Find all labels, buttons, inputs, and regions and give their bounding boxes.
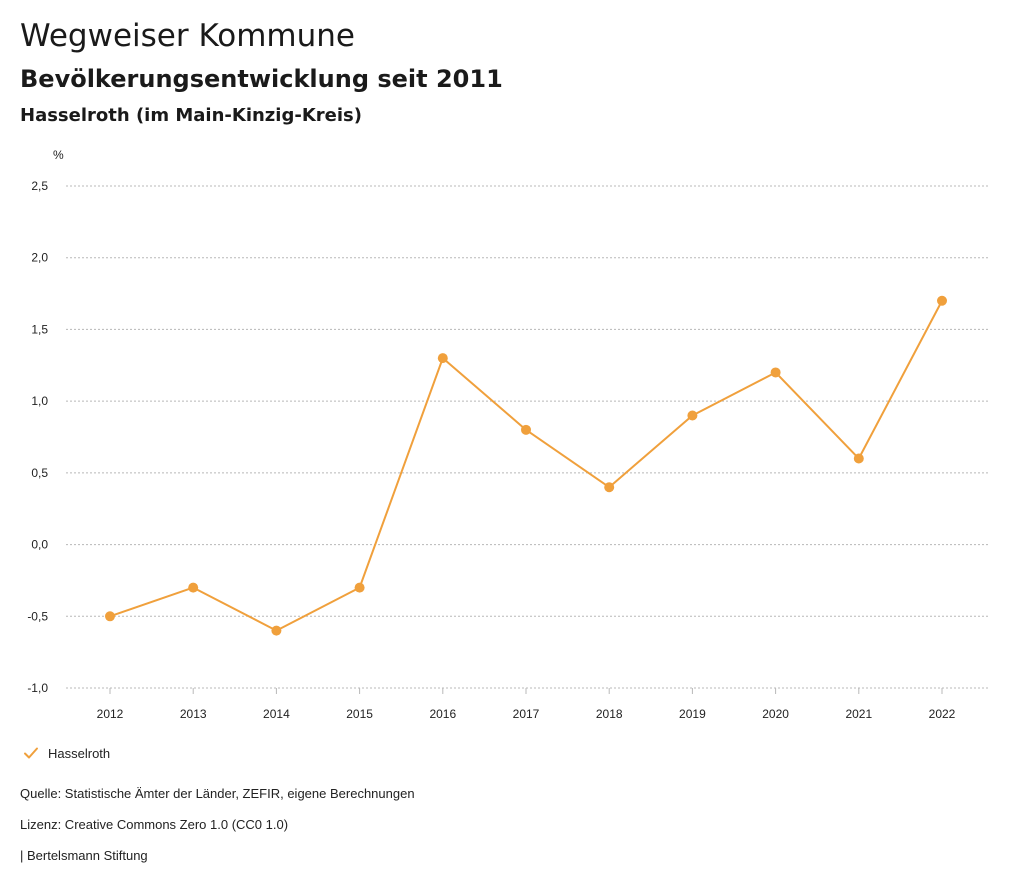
y-tick-label: -0,5: [27, 609, 48, 623]
y-tick-label: 1,0: [31, 394, 48, 408]
x-tick-label: 2012: [97, 707, 124, 721]
x-tick-label: 2022: [929, 707, 956, 721]
y-tick-label: 2,5: [31, 179, 48, 193]
data-point: [105, 611, 115, 622]
y-tick-label: 0,5: [31, 466, 48, 480]
y-tick-label: -1,0: [27, 681, 48, 695]
x-tick-label: 2019: [679, 707, 706, 721]
y-tick-label: 0,0: [31, 538, 48, 552]
x-tick-label: 2016: [429, 707, 456, 721]
x-tick-label: 2017: [513, 707, 540, 721]
legend-label: Hasselroth: [48, 745, 111, 761]
x-tick-label: 2014: [263, 707, 290, 721]
y-tick-label: 1,5: [31, 322, 48, 336]
data-point: [687, 410, 698, 421]
data-point: [604, 482, 615, 493]
chart-title: Wegweiser Kommune: [20, 18, 355, 54]
x-tick-label: 2018: [596, 707, 623, 721]
x-tick-label: 2020: [762, 707, 789, 721]
line-chart: % -1,0 -0,5 0,0 0,5 1,0 1,5 2,0 2,5 2012 2013 2014 2…: [27, 148, 990, 721]
publisher-note: | Bertelsmann Stiftung: [20, 848, 148, 863]
data-point: [354, 582, 365, 593]
legend-item-hasselroth[interactable]: Hasselroth: [22, 744, 110, 762]
x-tick-label: 2015: [346, 707, 373, 721]
region-label: Hasselroth (im Main-Kinzig-Kreis): [20, 105, 362, 126]
x-tick-label: 2013: [180, 707, 207, 721]
series-line-hasselroth: [109, 300, 943, 632]
data-point: [937, 295, 947, 306]
chart-subtitle: Bevölkerungsentwicklung seit 2011: [20, 65, 503, 93]
x-tick-label: 2021: [845, 707, 872, 721]
license-note: Lizenz: Creative Commons Zero 1.0 (CC0 1…: [20, 817, 289, 832]
data-point: [770, 367, 781, 378]
y-tick-label: 2,0: [31, 251, 48, 265]
y-axis-unit-label: %: [53, 148, 64, 162]
data-point: [521, 424, 531, 435]
data-point: [188, 582, 199, 593]
source-note: Quelle: Statistische Ämter der Länder, Z…: [20, 786, 415, 801]
data-point: [853, 453, 864, 464]
data-point: [437, 353, 448, 364]
data-point: [271, 625, 282, 636]
checkmark-icon: [24, 747, 38, 759]
